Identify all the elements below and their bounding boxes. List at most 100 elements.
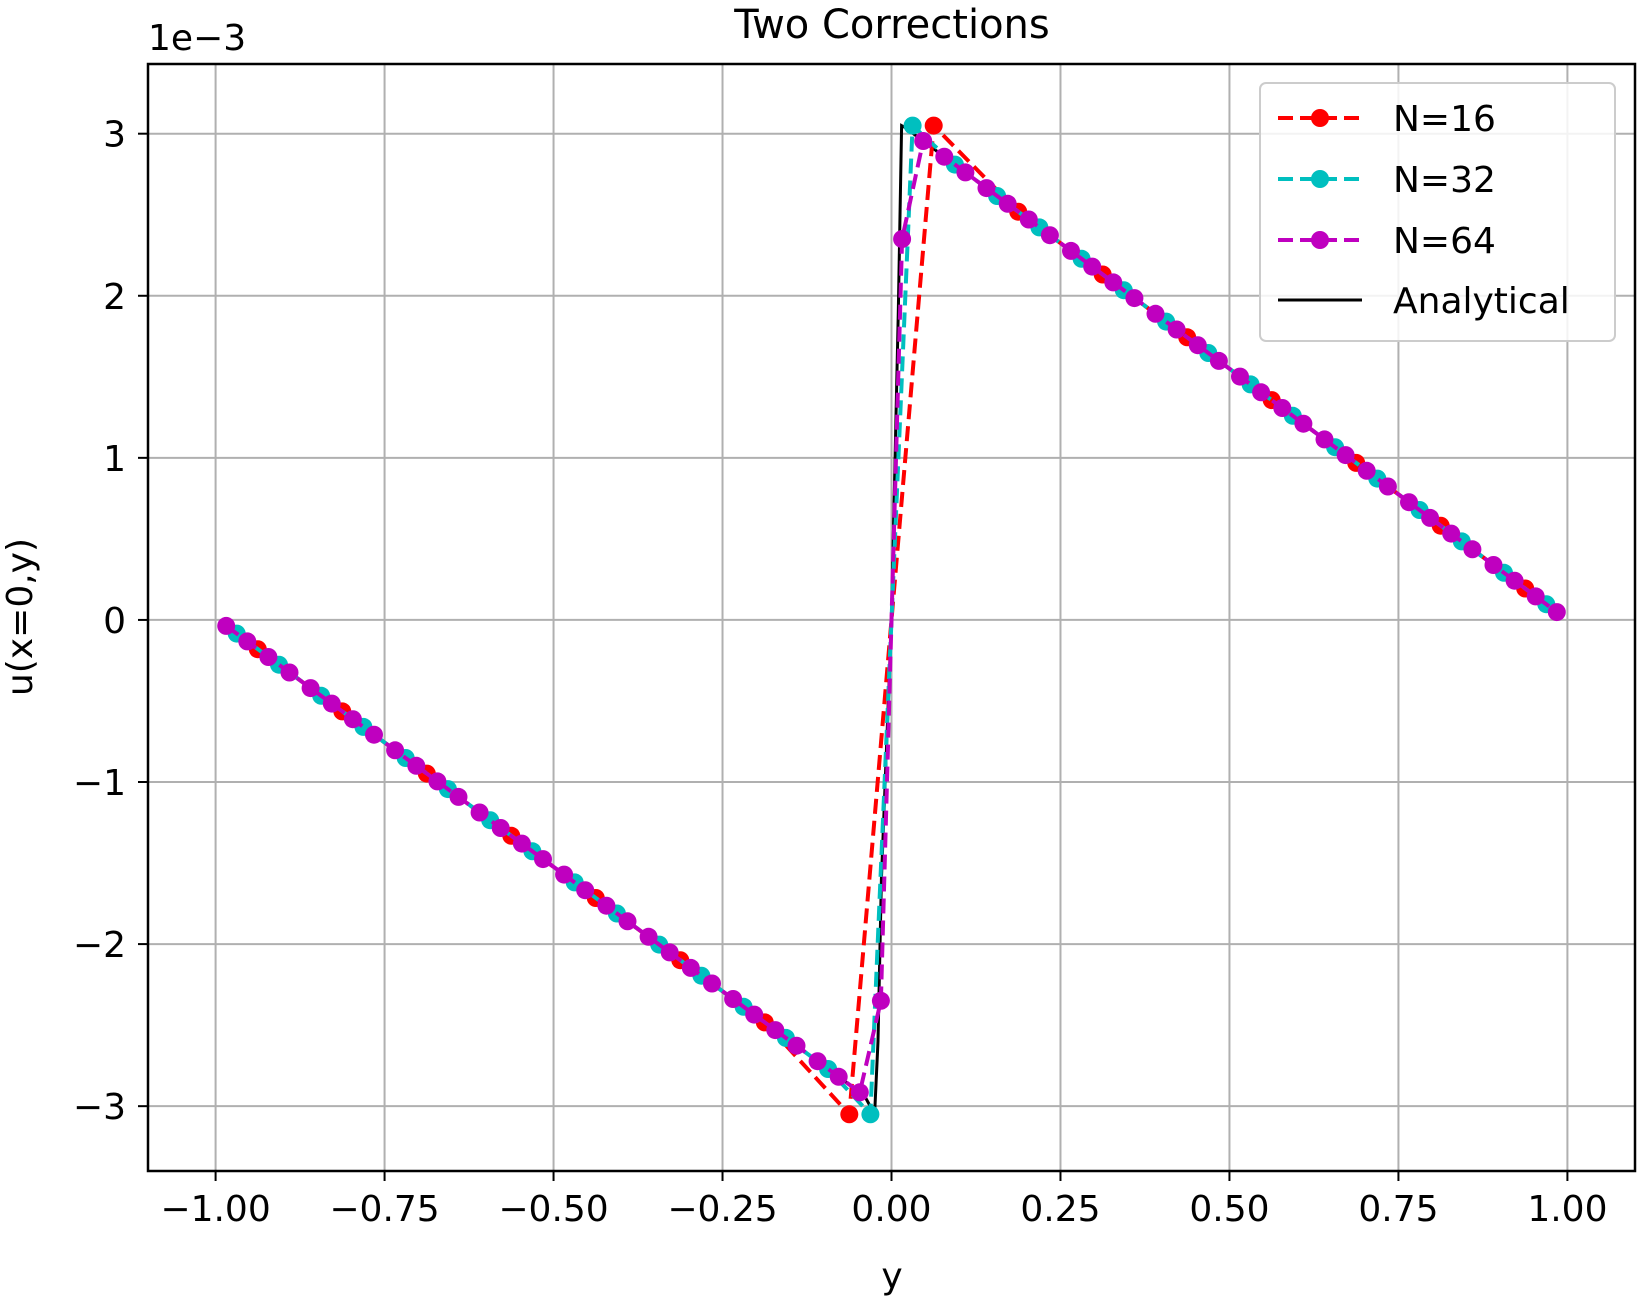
data-point-n64 xyxy=(850,1083,869,1102)
data-point-n64 xyxy=(1188,336,1207,355)
data-point-n64 xyxy=(238,632,257,651)
data-point-n64 xyxy=(1484,556,1503,574)
data-point-n64 xyxy=(1167,320,1186,339)
data-point-n64 xyxy=(998,194,1017,213)
data-point-n64 xyxy=(871,991,890,1010)
legend-box xyxy=(1259,82,1616,342)
legend-item-n64: N=64 xyxy=(1278,221,1496,262)
legend-marker-n64 xyxy=(1311,231,1329,249)
data-point-n32 xyxy=(861,1105,880,1124)
chart-title: Two Corrections xyxy=(733,2,1050,48)
data-point-n64 xyxy=(1231,367,1249,386)
data-point-n64 xyxy=(576,881,595,900)
legend-marker-n16 xyxy=(1311,109,1329,127)
data-point-n64 xyxy=(449,787,468,806)
data-point-n64 xyxy=(1062,241,1080,260)
data-point-n64 xyxy=(914,132,933,150)
data-point-n32 xyxy=(903,116,922,135)
y-tick-label: 3 xyxy=(103,115,126,156)
data-point-n64 xyxy=(365,725,383,744)
data-point-n64 xyxy=(343,710,362,729)
data-point-n64 xyxy=(1315,430,1334,449)
data-point-n64 xyxy=(1146,304,1165,323)
data-point-n64 xyxy=(534,850,552,869)
data-point-n64 xyxy=(639,927,658,946)
data-point-n64 xyxy=(660,943,679,962)
data-point-n64 xyxy=(1547,603,1566,622)
y-axis-label: u(x=0,y) xyxy=(0,538,41,696)
data-point-n64 xyxy=(301,679,320,698)
legend-marker-n32 xyxy=(1311,170,1329,188)
data-point-n64 xyxy=(829,1067,848,1086)
data-point-n64 xyxy=(1019,210,1038,229)
x-tick-label: 1.00 xyxy=(1527,1189,1607,1230)
x-axis-ticks: −1.00 −0.75 −0.50 −0.25 0.00 0.25 0.50 0.75 1.00 xyxy=(160,1171,1607,1230)
data-point-n64 xyxy=(386,741,405,760)
data-point-n64 xyxy=(1104,273,1123,292)
data-point-n64 xyxy=(618,912,637,931)
data-point-n64 xyxy=(724,990,743,1008)
y-axis-ticks: −3 −2 −1 0 1 2 3 xyxy=(73,115,148,1128)
x-tick-label: 0.50 xyxy=(1189,1189,1269,1230)
legend-label-analytical: Analytical xyxy=(1393,281,1570,322)
x-tick-label: −0.50 xyxy=(498,1189,608,1230)
x-tick-label: −1.00 xyxy=(160,1189,270,1230)
data-point-n64 xyxy=(1294,414,1313,433)
legend-label-n32: N=32 xyxy=(1393,160,1496,201)
data-point-n64 xyxy=(808,1052,827,1071)
data-point-n64 xyxy=(512,834,531,853)
data-point-n64 xyxy=(1442,524,1461,543)
data-point-n64 xyxy=(491,819,510,837)
data-point-n64 xyxy=(681,958,700,977)
data-point-n64 xyxy=(745,1005,764,1024)
data-point-n16 xyxy=(840,1105,859,1124)
data-point-n64 xyxy=(1505,571,1524,590)
data-point-n64 xyxy=(555,865,574,884)
data-point-n64 xyxy=(1125,289,1144,308)
data-point-n64 xyxy=(1273,399,1292,417)
legend-label-n16: N=16 xyxy=(1393,99,1496,140)
data-point-n64 xyxy=(977,179,996,198)
legend: N=16 N=32 N=64 Analytical xyxy=(1259,82,1616,342)
series-line-n64 xyxy=(225,137,1558,1096)
x-tick-label: −0.75 xyxy=(329,1189,439,1230)
data-point-n64 xyxy=(703,974,721,993)
data-point-n16 xyxy=(924,116,943,135)
x-tick-label: 0.25 xyxy=(1020,1189,1100,1230)
data-point-n64 xyxy=(1357,461,1376,480)
data-point-n64 xyxy=(322,694,341,713)
data-point-n64 xyxy=(470,803,489,822)
data-point-n64 xyxy=(1336,446,1355,465)
data-point-n64 xyxy=(935,147,954,166)
data-point-n64 xyxy=(787,1036,806,1055)
data-point-n64 xyxy=(217,616,236,635)
x-tick-label: 0.75 xyxy=(1358,1189,1438,1230)
y-tick-label: −2 xyxy=(73,925,126,966)
data-point-n64 xyxy=(1083,257,1102,276)
data-point-n64 xyxy=(1252,383,1271,402)
data-point-n64 xyxy=(1400,493,1418,512)
x-axis-label: y xyxy=(881,1256,902,1297)
data-point-n64 xyxy=(259,648,278,666)
x-tick-label: −0.25 xyxy=(667,1189,777,1230)
y-tick-label: 0 xyxy=(103,601,126,642)
legend-item-n16: N=16 xyxy=(1278,99,1496,140)
legend-item-analytical: Analytical xyxy=(1278,281,1570,322)
legend-label-n64: N=64 xyxy=(1393,221,1496,262)
data-point-n64 xyxy=(1378,477,1397,496)
data-point-n64 xyxy=(1463,540,1482,559)
data-point-n64 xyxy=(766,1021,785,1040)
y-tick-label: 1 xyxy=(103,439,126,480)
y-tick-label: −3 xyxy=(73,1087,126,1128)
x-tick-label: 0.00 xyxy=(851,1189,931,1230)
data-point-n64 xyxy=(1209,351,1228,370)
data-point-n64 xyxy=(597,896,616,915)
data-point-n64 xyxy=(428,772,447,791)
data-point-n64 xyxy=(1526,587,1545,606)
data-point-n64 xyxy=(893,230,912,248)
data-point-n64 xyxy=(407,756,426,775)
data-point-n64 xyxy=(1040,226,1059,245)
series-layer xyxy=(217,116,1566,1124)
data-point-n64 xyxy=(280,663,299,682)
